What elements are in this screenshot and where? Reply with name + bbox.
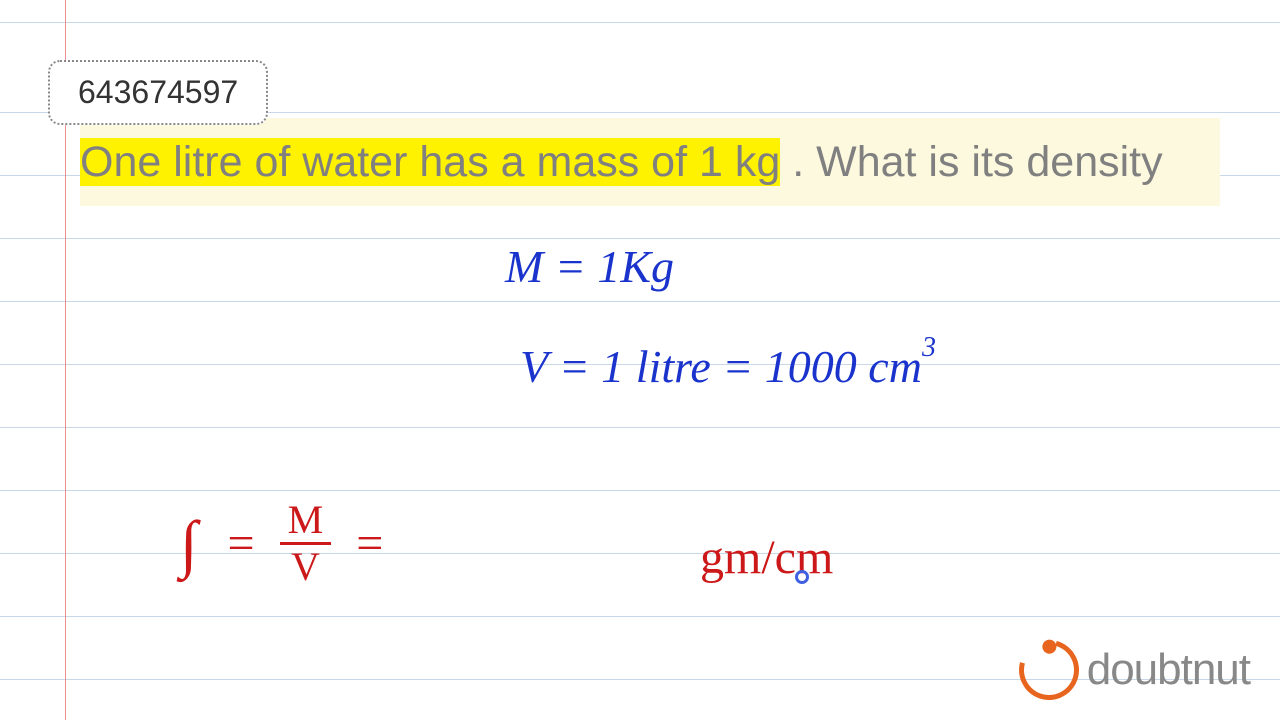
frac-denominator: V [291,545,320,587]
question-highlight: One litre of water has a mass of 1 kg [80,138,780,186]
question-suffix: . What is its density [780,138,1162,186]
logo-dot [1040,637,1059,656]
volume-text: V = 1 litre = 1000 cm [520,341,922,392]
id-value: 643674597 [78,74,238,110]
id-box: 643674597 [48,60,268,125]
fraction: M V [280,500,332,587]
density-formula: ∫ = M V = [180,500,398,587]
logo: doubtnut [1019,640,1250,700]
volume-equation: V = 1 litre = 1000 cm3 [520,340,936,393]
logo-text: doubtnut [1087,645,1250,695]
equals-2: = [356,516,383,571]
mass-equation: M = 1Kg [505,240,674,293]
frac-numerator: M [280,500,332,545]
pen-cursor [795,570,809,584]
units-text: gm/cm [700,530,833,585]
question-text: One litre of water has a mass of 1 kg . … [80,138,1163,187]
rho-symbol: ∫ [180,507,198,581]
logo-icon [1008,629,1090,711]
equals-1: = [228,516,255,571]
question-row: One litre of water has a mass of 1 kg . … [80,118,1220,206]
volume-sup: 3 [922,332,936,363]
